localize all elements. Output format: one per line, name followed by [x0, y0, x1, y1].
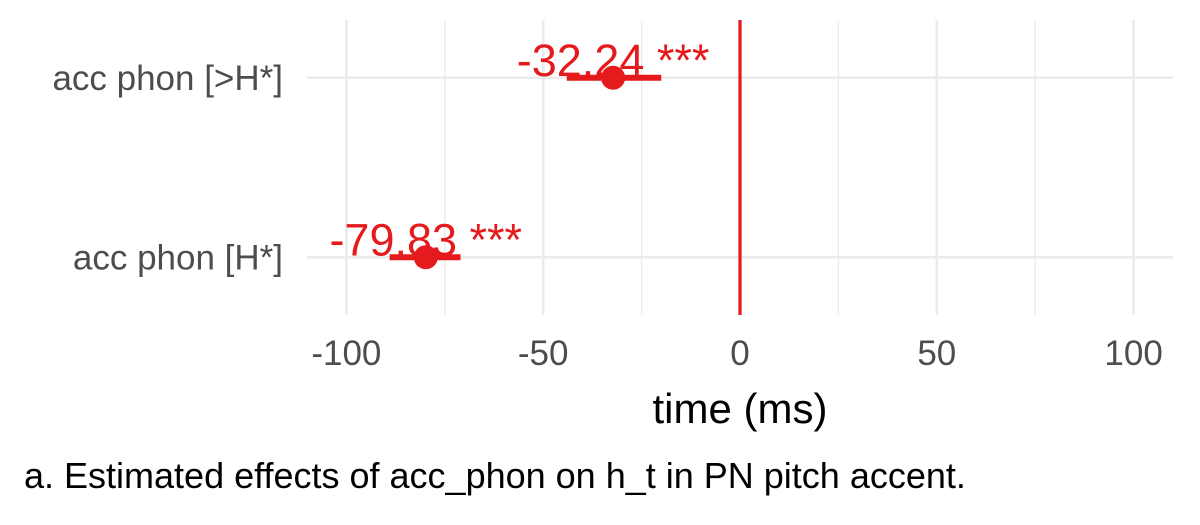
x-tick-label: 50 — [917, 334, 956, 373]
forest-plot: -32.24 ***-79.83 *** acc phon [>H*]acc p… — [52, 20, 1173, 432]
x-axis-title: time (ms) — [653, 385, 828, 432]
y-tick-label: acc phon [>H*] — [52, 59, 283, 98]
x-tick-label: 0 — [730, 334, 749, 373]
estimate-point — [601, 65, 626, 90]
x-axis-tick-labels: -100 -50 0 50 100 — [311, 334, 1163, 373]
y-tick-label: acc phon [H*] — [73, 238, 283, 277]
term-0: -32.24 *** — [517, 35, 710, 90]
x-tick-label: 100 — [1104, 334, 1162, 373]
estimate-label: -79.83 *** — [329, 214, 522, 265]
y-axis-tick-labels: acc phon [>H*] acc phon [H*] — [52, 59, 283, 278]
estimate-label: -32.24 *** — [517, 35, 710, 86]
term-1: -79.83 *** — [329, 214, 522, 270]
estimate-point — [413, 245, 438, 270]
figure-caption: a. Estimated effects of acc_phon on h_t … — [24, 455, 966, 496]
x-tick-label: -50 — [518, 334, 569, 373]
x-tick-label: -100 — [311, 334, 381, 373]
estimate-marks: -32.24 *** -79.83 *** — [329, 20, 742, 315]
